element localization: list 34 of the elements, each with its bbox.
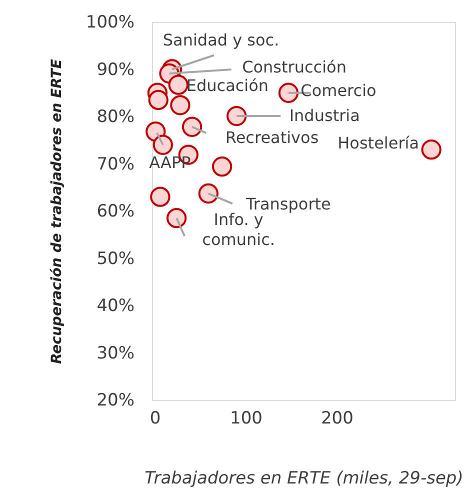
point [212,156,232,177]
point [182,116,202,137]
y-tick-label: 100% [86,12,134,32]
y-tick-label: 70% [96,154,134,174]
point [152,134,173,155]
annotation: Construcción [242,58,346,77]
point [166,208,187,228]
annotation: Hostelería [338,134,420,153]
point [150,186,170,207]
y-tick-label: 80% [96,107,134,127]
x-tick-label: 0 [150,408,161,428]
point [198,183,218,204]
y-tick-label: 20% [96,390,134,410]
point [226,106,247,126]
annotation: Recreativos [225,128,319,147]
y-tick-label: 90% [96,60,134,80]
y-tick-label: 50% [96,248,134,269]
y-tick-label: 40% [96,296,134,316]
y-tick-label: 60% [96,202,134,222]
annotation: AAPP [149,152,192,172]
y-axis-title: Recuperación de trabajadores en ERTE [48,58,65,364]
point [278,82,299,103]
point [170,95,190,116]
x-tick-label: 200 [320,408,354,428]
point [148,90,168,110]
x-axis-title: Trabajadores en ERTE (miles, 29-sep) [144,468,464,488]
x-tick-label: 100 [230,408,262,428]
annotation: Comercio [300,80,376,100]
annotation: Industria [289,106,360,126]
point [168,74,188,95]
point [421,140,442,160]
annotation: Sanidad y soc. [162,30,280,50]
y-tick-label: 30% [96,343,134,364]
annotation: Educación [186,76,269,95]
